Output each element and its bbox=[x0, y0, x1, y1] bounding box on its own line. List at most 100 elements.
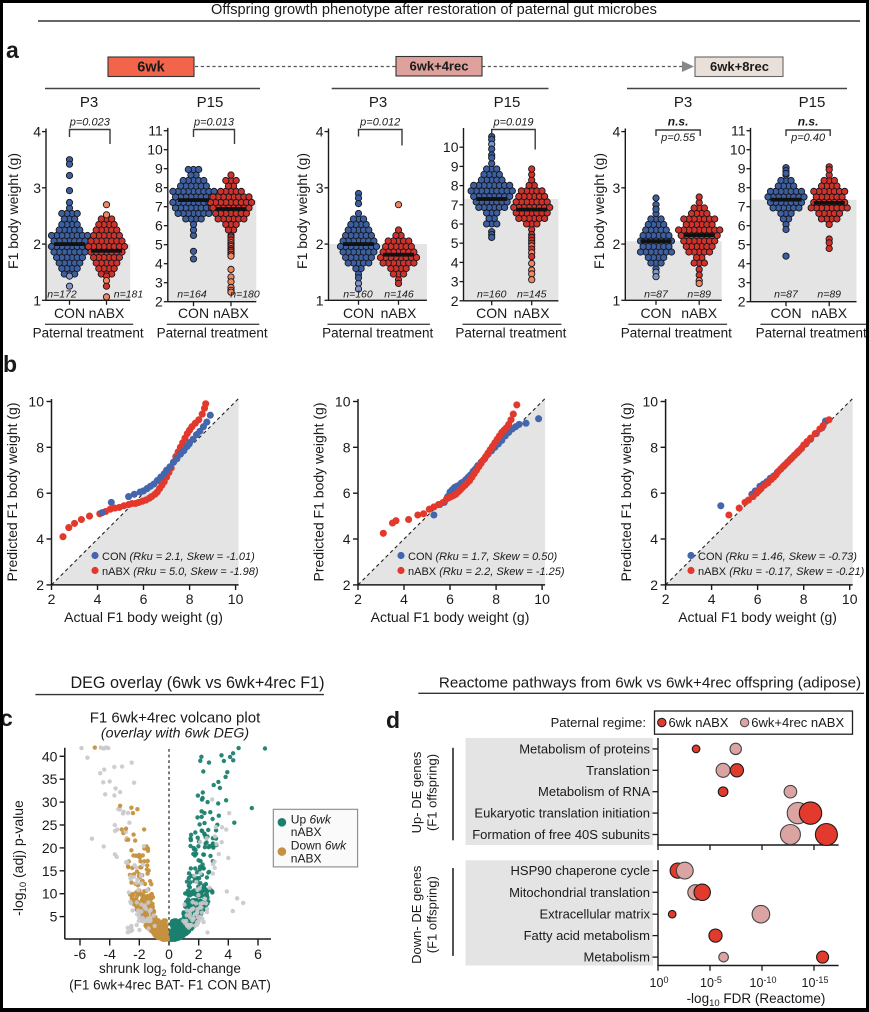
svg-text:6: 6 bbox=[650, 485, 658, 501]
svg-text:P15: P15 bbox=[494, 94, 521, 111]
svg-text:6wk nABX: 6wk nABX bbox=[669, 715, 729, 730]
svg-text:F1 6wk+4rec volcano plot: F1 6wk+4rec volcano plot bbox=[90, 710, 261, 727]
svg-text:9: 9 bbox=[155, 161, 163, 177]
svg-text:8: 8 bbox=[36, 439, 44, 455]
svg-text:10: 10 bbox=[443, 139, 459, 155]
svg-text:n=89: n=89 bbox=[817, 289, 841, 301]
svg-text:DEG overlay (6wk vs 6wk+4rec F: DEG overlay (6wk vs 6wk+4rec F1) bbox=[70, 674, 324, 692]
svg-text:CON: CON bbox=[640, 305, 671, 321]
svg-text:P3: P3 bbox=[674, 94, 692, 111]
svg-text:10: 10 bbox=[42, 886, 58, 902]
svg-text:nABX: nABX bbox=[291, 825, 322, 839]
svg-text:6: 6 bbox=[754, 591, 762, 607]
svg-text:-2: -2 bbox=[133, 946, 146, 962]
svg-text:CON: CON bbox=[343, 305, 374, 321]
svg-text:6: 6 bbox=[451, 216, 459, 232]
svg-text:4: 4 bbox=[316, 124, 324, 140]
svg-text:7: 7 bbox=[738, 199, 746, 215]
svg-text:n=145: n=145 bbox=[517, 289, 547, 301]
svg-text:4: 4 bbox=[650, 531, 658, 547]
svg-text:p=0.013: p=0.013 bbox=[193, 117, 235, 129]
svg-text:p=0.55: p=0.55 bbox=[660, 132, 696, 144]
svg-text:2: 2 bbox=[48, 591, 56, 607]
svg-text:10: 10 bbox=[147, 142, 163, 158]
svg-text:Predicted F1 body weight (g): Predicted F1 body weight (g) bbox=[311, 403, 327, 582]
svg-text:(overlay with 6wk DEG): (overlay with 6wk DEG) bbox=[101, 726, 249, 742]
svg-text:n=89: n=89 bbox=[687, 289, 711, 301]
svg-text:Paternal treatment: Paternal treatment bbox=[33, 326, 144, 341]
svg-text:6wk+8rec: 6wk+8rec bbox=[710, 59, 769, 74]
svg-text:2: 2 bbox=[33, 236, 41, 252]
svg-text:10: 10 bbox=[534, 591, 550, 607]
svg-text:Paternal treatment: Paternal treatment bbox=[322, 326, 433, 341]
svg-text:6wk+4rec: 6wk+4rec bbox=[410, 59, 469, 74]
svg-text:1: 1 bbox=[316, 292, 324, 308]
svg-text:2: 2 bbox=[354, 591, 362, 607]
svg-text:6wk+4rec nABX: 6wk+4rec nABX bbox=[751, 715, 844, 730]
svg-text:d: d bbox=[386, 707, 400, 733]
svg-text:10: 10 bbox=[730, 142, 746, 158]
svg-text:F1 body weight (g): F1 body weight (g) bbox=[5, 153, 21, 269]
svg-text:n=160: n=160 bbox=[477, 289, 507, 301]
svg-text:Paternal treatment: Paternal treatment bbox=[621, 326, 732, 341]
svg-text:Down- DE genes: Down- DE genes bbox=[409, 865, 424, 964]
svg-text:nABX: nABX bbox=[514, 305, 550, 321]
svg-text:4: 4 bbox=[613, 124, 621, 140]
svg-text:Actual F1 body weight (g): Actual F1 body weight (g) bbox=[64, 609, 223, 625]
svg-text:2: 2 bbox=[738, 294, 746, 310]
svg-text:n=87: n=87 bbox=[644, 289, 669, 301]
svg-text:3: 3 bbox=[451, 274, 459, 290]
svg-text:p=0.012: p=0.012 bbox=[359, 117, 400, 129]
svg-text:Metabolism of proteins: Metabolism of proteins bbox=[519, 741, 650, 756]
svg-text:2: 2 bbox=[36, 577, 44, 593]
svg-text:9: 9 bbox=[451, 158, 459, 174]
svg-text:3: 3 bbox=[33, 180, 41, 196]
svg-text:Metabolism: Metabolism bbox=[584, 950, 650, 965]
svg-text:10: 10 bbox=[842, 591, 858, 607]
svg-text:n=172: n=172 bbox=[47, 289, 77, 301]
svg-text:5: 5 bbox=[738, 237, 746, 253]
svg-text:4: 4 bbox=[94, 591, 102, 607]
svg-text:6: 6 bbox=[343, 485, 351, 501]
svg-text:CON: CON bbox=[178, 305, 209, 321]
svg-text:Up- DE genes: Up- DE genes bbox=[409, 751, 424, 833]
svg-text:Actual F1 body weight (g): Actual F1 body weight (g) bbox=[371, 609, 530, 625]
svg-text:0: 0 bbox=[165, 946, 173, 962]
svg-text:4: 4 bbox=[33, 124, 41, 140]
svg-text:3: 3 bbox=[738, 275, 746, 291]
svg-text:n=87: n=87 bbox=[774, 289, 799, 301]
svg-text:6: 6 bbox=[446, 591, 454, 607]
svg-text:7: 7 bbox=[451, 197, 459, 213]
svg-text:4: 4 bbox=[708, 591, 716, 607]
svg-text:p=0.40: p=0.40 bbox=[790, 132, 826, 144]
svg-text:(F1 offspring): (F1 offspring) bbox=[425, 876, 440, 953]
svg-text:P15: P15 bbox=[799, 94, 826, 111]
svg-text:CON: CON bbox=[54, 305, 85, 321]
svg-text:1: 1 bbox=[613, 292, 621, 308]
svg-text:p=0.023: p=0.023 bbox=[69, 117, 111, 129]
svg-text:4: 4 bbox=[36, 531, 44, 547]
svg-text:Paternal treatment: Paternal treatment bbox=[455, 326, 566, 341]
svg-text:4: 4 bbox=[224, 946, 232, 962]
svg-text:(F1 offspring): (F1 offspring) bbox=[425, 754, 440, 831]
svg-text:Fatty acid metabolism: Fatty acid metabolism bbox=[524, 928, 650, 943]
svg-text:2: 2 bbox=[662, 591, 670, 607]
svg-text:n=146: n=146 bbox=[384, 289, 414, 301]
svg-text:b: b bbox=[3, 351, 17, 377]
svg-text:n=160: n=160 bbox=[343, 289, 373, 301]
svg-text:p=0.019: p=0.019 bbox=[492, 117, 533, 129]
svg-text:8: 8 bbox=[186, 591, 194, 607]
svg-text:6: 6 bbox=[254, 946, 262, 962]
svg-text:15: 15 bbox=[42, 863, 58, 879]
svg-text:Formation of free 40S subunits: Formation of free 40S subunits bbox=[472, 827, 650, 842]
svg-text:Predicted F1 body weight (g): Predicted F1 body weight (g) bbox=[618, 403, 634, 582]
svg-text:2: 2 bbox=[343, 577, 351, 593]
svg-text:8: 8 bbox=[451, 178, 459, 194]
svg-text:Mitochondrial translation: Mitochondrial translation bbox=[509, 885, 650, 900]
svg-text:11: 11 bbox=[148, 123, 163, 139]
svg-text:nABX (Rku = 5.0, Skew = -1.98): nABX (Rku = 5.0, Skew = -1.98) bbox=[102, 566, 259, 578]
svg-text:10: 10 bbox=[28, 394, 44, 410]
svg-text:P15: P15 bbox=[197, 94, 224, 111]
svg-text:nABX (Rku = -0.17, Skew = -0.2: nABX (Rku = -0.17, Skew = -0.21) bbox=[698, 566, 865, 578]
svg-text:Reactome pathways from 6wk vs: Reactome pathways from 6wk vs 6wk+4rec o… bbox=[439, 675, 861, 692]
